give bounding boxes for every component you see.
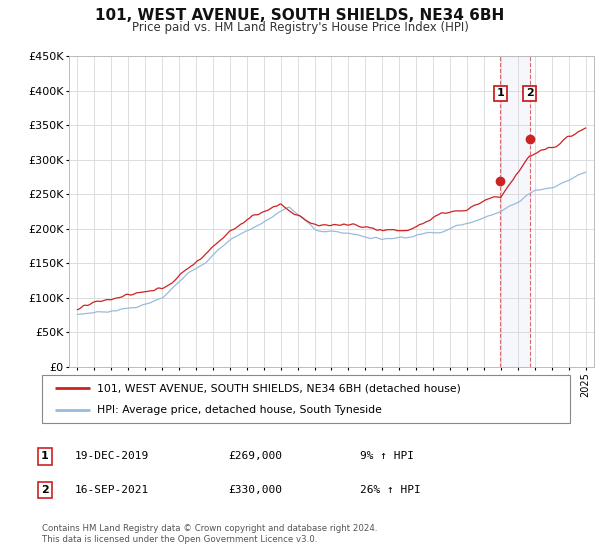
Text: This data is licensed under the Open Government Licence v3.0.: This data is licensed under the Open Gov… <box>42 535 317 544</box>
Text: 16-SEP-2021: 16-SEP-2021 <box>75 485 149 495</box>
Text: 1: 1 <box>41 451 49 461</box>
Text: HPI: Average price, detached house, South Tyneside: HPI: Average price, detached house, Sout… <box>97 405 382 415</box>
Text: 26% ↑ HPI: 26% ↑ HPI <box>360 485 421 495</box>
Text: 101, WEST AVENUE, SOUTH SHIELDS, NE34 6BH: 101, WEST AVENUE, SOUTH SHIELDS, NE34 6B… <box>95 8 505 24</box>
Text: 2: 2 <box>526 88 533 99</box>
FancyBboxPatch shape <box>42 375 570 423</box>
Text: Price paid vs. HM Land Registry's House Price Index (HPI): Price paid vs. HM Land Registry's House … <box>131 21 469 34</box>
Bar <box>500 56 530 367</box>
Text: £269,000: £269,000 <box>228 451 282 461</box>
Text: 101, WEST AVENUE, SOUTH SHIELDS, NE34 6BH (detached house): 101, WEST AVENUE, SOUTH SHIELDS, NE34 6B… <box>97 383 461 393</box>
Text: £330,000: £330,000 <box>228 485 282 495</box>
Text: 2: 2 <box>41 485 49 495</box>
Text: 1: 1 <box>496 88 504 99</box>
Text: Contains HM Land Registry data © Crown copyright and database right 2024.: Contains HM Land Registry data © Crown c… <box>42 524 377 533</box>
Text: 9% ↑ HPI: 9% ↑ HPI <box>360 451 414 461</box>
Text: 19-DEC-2019: 19-DEC-2019 <box>75 451 149 461</box>
